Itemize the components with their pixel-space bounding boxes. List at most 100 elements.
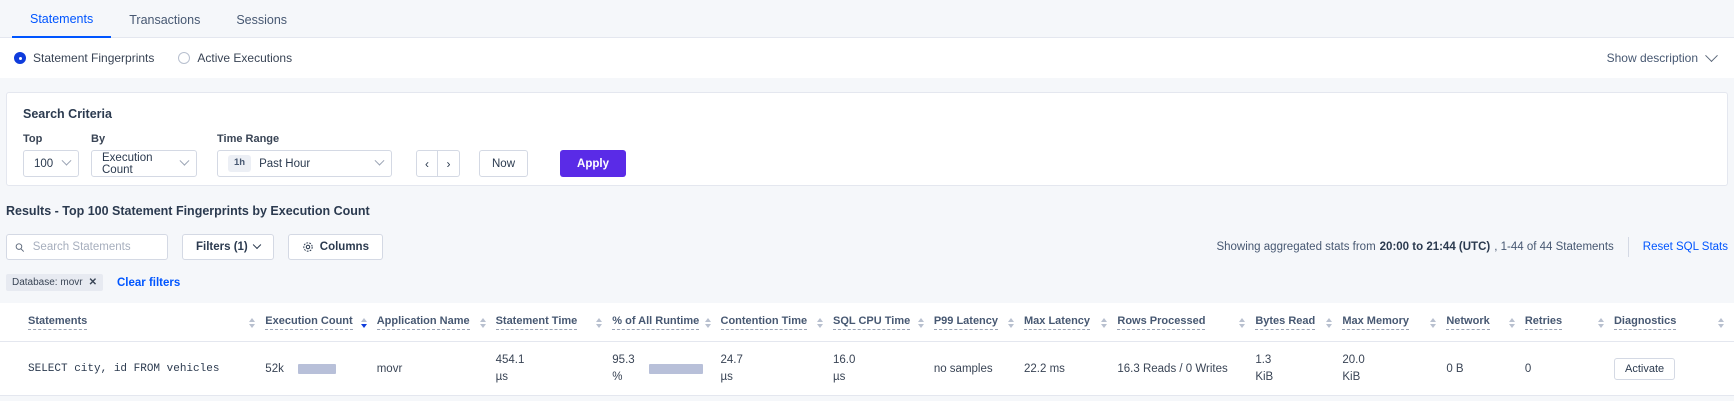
top-value: 100 xyxy=(34,157,54,170)
col-network[interactable]: Network xyxy=(1446,303,1525,342)
pct-runtime-value: 95.3 xyxy=(612,354,635,366)
time-range-pill: 1h xyxy=(228,155,252,172)
col-retries[interactable]: Retries xyxy=(1524,303,1614,342)
search-icon xyxy=(15,242,25,252)
radio-active-executions[interactable]: Active Executions xyxy=(178,51,292,65)
col-bytes-read[interactable]: Bytes Read xyxy=(1255,303,1343,342)
col-execution-count[interactable]: Execution Count xyxy=(265,303,377,342)
sort-toggle[interactable] xyxy=(1101,318,1108,330)
sort-toggle[interactable] xyxy=(1508,318,1515,330)
sort-toggle[interactable] xyxy=(1326,318,1333,330)
by-field: By Execution Count xyxy=(91,133,197,177)
search-criteria-title: Search Criteria xyxy=(23,107,112,121)
sort-toggle[interactable] xyxy=(817,318,823,330)
radio-label-active-executions: Active Executions xyxy=(197,51,293,65)
results-toolbar: Filters (1) Columns Showing aggregated s… xyxy=(6,234,1728,260)
clear-filters-link[interactable]: Clear filters xyxy=(116,276,181,289)
top-select[interactable]: 100 xyxy=(23,150,79,177)
execution-count-value: 52k xyxy=(265,362,284,375)
tab-sessions[interactable]: Sessions xyxy=(236,12,288,27)
radio-label-fingerprints: Statement Fingerprints xyxy=(33,51,155,65)
time-nav-group: ‹ › xyxy=(416,150,460,177)
chevron-down-icon xyxy=(1705,48,1718,62)
col-label: SQL CPU Time xyxy=(833,315,911,330)
time-next-button[interactable]: › xyxy=(438,150,460,177)
sort-toggle[interactable] xyxy=(1239,318,1246,330)
col-max-memory[interactable]: Max Memory xyxy=(1342,303,1447,342)
by-value: Execution Count xyxy=(102,151,153,176)
now-button[interactable]: Now xyxy=(479,150,529,177)
col-sql-cpu-time[interactable]: SQL CPU Time xyxy=(833,303,934,342)
results-title: Results - Top 100 Statement Fingerprints… xyxy=(6,204,370,218)
sort-toggle[interactable] xyxy=(1718,318,1724,330)
col-max-latency[interactable]: Max Latency xyxy=(1024,303,1118,342)
statement-link[interactable]: SELECT city, id FROM vehicles xyxy=(28,363,220,376)
cell-rows-processed: 16.3 Reads / 0 Writes xyxy=(1117,341,1256,397)
radio-statement-fingerprints[interactable]: Statement Fingerprints xyxy=(14,51,154,65)
time-range-value: Past Hour xyxy=(259,157,311,170)
sort-toggle[interactable] xyxy=(1008,318,1014,330)
active-filter-chips: Database: movr ✕ Clear filters xyxy=(6,274,1728,291)
cell-contention-time: 24.7 µs xyxy=(720,341,833,397)
cell-pct-runtime: 95.3 % xyxy=(612,341,721,397)
search-statements-box[interactable] xyxy=(6,234,168,260)
sort-toggle[interactable] xyxy=(479,318,486,330)
tab-transactions[interactable]: Transactions xyxy=(129,12,201,27)
col-diagnostics[interactable]: Diagnostics xyxy=(1613,303,1734,342)
bytes-read-unit: KiB xyxy=(1255,370,1274,383)
cell-sql-cpu-time: 16.0 µs xyxy=(833,341,934,397)
filters-label: Filters (1) xyxy=(196,241,248,253)
col-label: P99 Latency xyxy=(933,315,999,330)
col-pct-runtime[interactable]: % of All Runtime xyxy=(612,303,721,342)
sort-toggle[interactable] xyxy=(1430,318,1437,330)
chevron-down-icon xyxy=(374,155,385,166)
sort-toggle[interactable] xyxy=(705,318,712,330)
filters-button[interactable]: Filters (1) xyxy=(182,234,274,260)
close-icon[interactable]: ✕ xyxy=(88,277,97,288)
time-prev-button[interactable]: ‹ xyxy=(416,150,438,177)
sort-toggle[interactable] xyxy=(1597,318,1604,330)
cell-max-latency: 22.2 ms xyxy=(1024,341,1118,397)
cell-network: 0 B xyxy=(1446,341,1525,397)
cell-p99-latency: no samples xyxy=(933,341,1024,397)
time-range-select[interactable]: 1h Past Hour xyxy=(217,150,392,177)
show-description-toggle[interactable]: Show description xyxy=(1606,48,1718,65)
col-application-name[interactable]: Application Name xyxy=(376,303,496,342)
col-statements[interactable]: Statements xyxy=(0,303,266,342)
sort-toggle[interactable] xyxy=(917,318,924,330)
col-label: Contention Time xyxy=(720,315,808,330)
col-rows-processed[interactable]: Rows Processed xyxy=(1117,303,1256,342)
activate-diagnostics-button[interactable]: Activate xyxy=(1613,357,1676,380)
by-label: By xyxy=(91,133,106,145)
sql-cpu-time-unit: µs xyxy=(833,370,846,383)
sql-cpu-time-value: 16.0 xyxy=(833,354,856,366)
tab-statements[interactable]: Statements xyxy=(12,12,112,38)
showing-range: 20:00 to 21:44 (UTC) xyxy=(1379,241,1491,253)
time-range-label: Time Range xyxy=(217,133,280,145)
table-header-row: Statements Execution Count Application N… xyxy=(0,303,1734,342)
sort-toggle[interactable] xyxy=(596,318,603,330)
reset-sql-stats-link[interactable]: Reset SQL Stats xyxy=(1642,241,1728,253)
bytes-read-value: 1.3 xyxy=(1255,354,1272,366)
chip-database-movr[interactable]: Database: movr ✕ xyxy=(6,274,103,291)
by-select[interactable]: Execution Count xyxy=(91,150,197,177)
col-label: Bytes Read xyxy=(1255,315,1316,330)
columns-button[interactable]: Columns xyxy=(287,234,383,260)
show-description-label: Show description xyxy=(1606,51,1698,65)
col-label: Network xyxy=(1446,315,1490,330)
max-memory-value: 20.0 xyxy=(1342,354,1365,366)
apply-button[interactable]: Apply xyxy=(560,150,626,177)
sort-toggle[interactable] xyxy=(360,318,367,330)
contention-time-unit: µs xyxy=(720,370,733,383)
sort-toggle[interactable] xyxy=(249,318,256,330)
search-input[interactable] xyxy=(30,240,159,254)
main-tabbar: Statements Transactions Sessions xyxy=(0,0,1734,38)
showing-prefix: Showing aggregated stats from xyxy=(1216,241,1376,253)
cell-statement-time: 454.1 µs xyxy=(495,341,613,397)
cell-statement[interactable]: SELECT city, id FROM vehicles xyxy=(0,341,266,397)
col-statement-time[interactable]: Statement Time xyxy=(495,303,613,342)
showing-divider xyxy=(1627,237,1629,257)
col-contention-time[interactable]: Contention Time xyxy=(720,303,833,342)
col-p99-latency[interactable]: P99 Latency xyxy=(933,303,1024,342)
table-row[interactable]: SELECT city, id FROM vehicles 52k movr 4… xyxy=(0,341,1734,397)
